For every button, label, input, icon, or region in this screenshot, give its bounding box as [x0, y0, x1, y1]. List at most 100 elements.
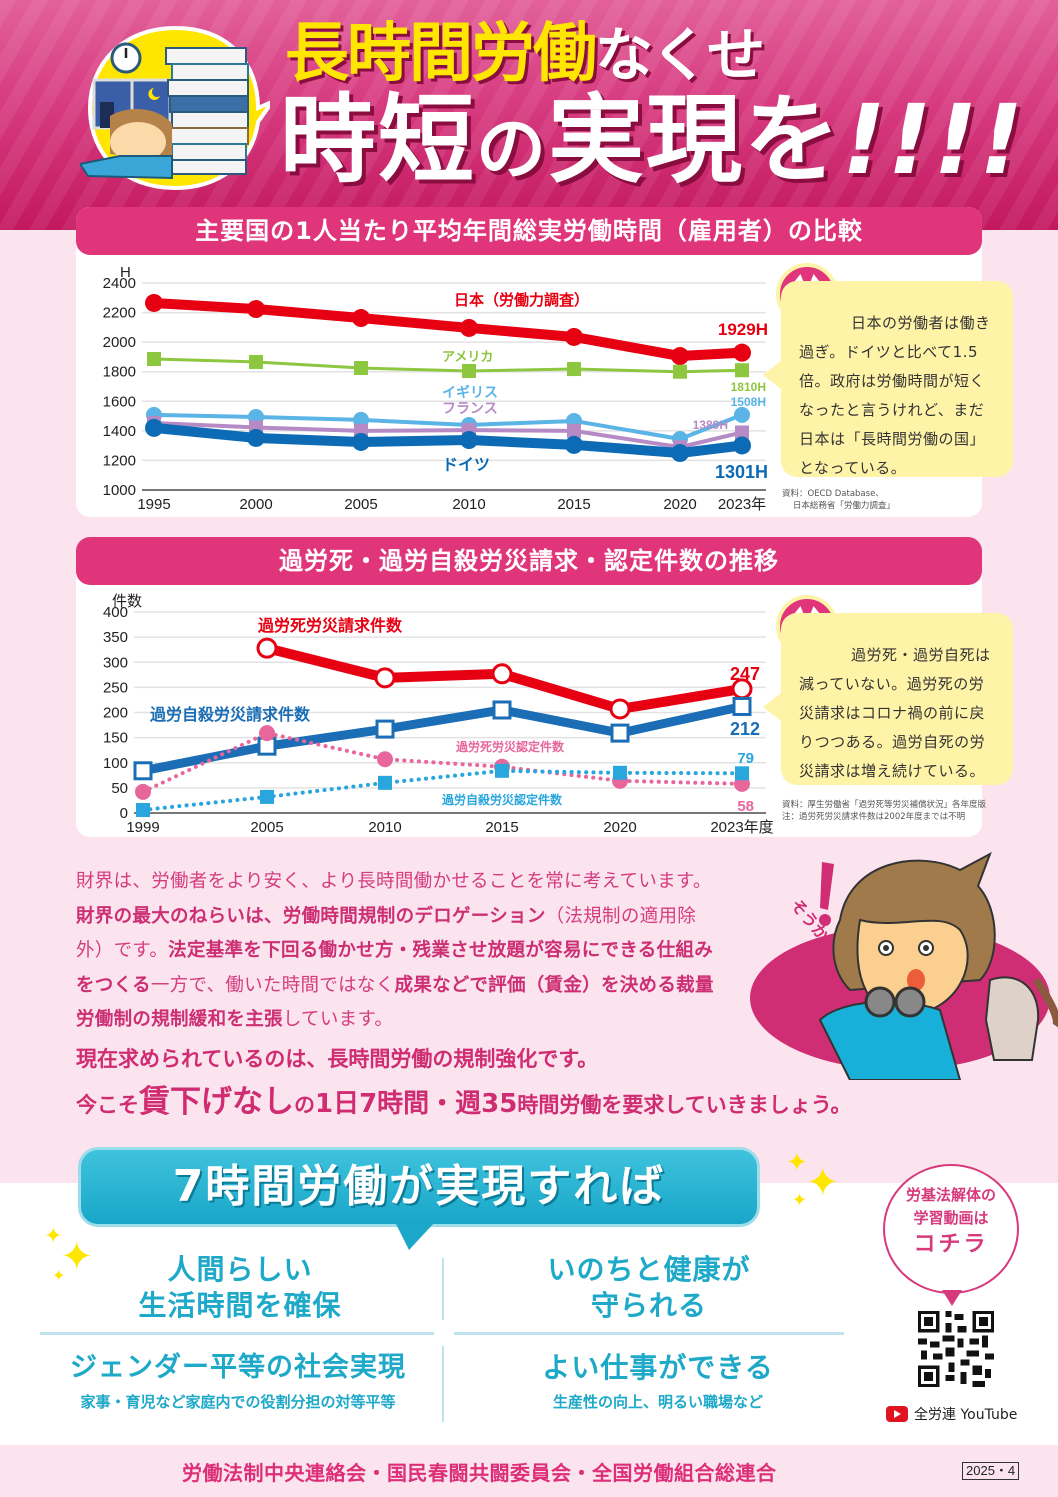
data-point [375, 719, 395, 739]
data-point [734, 406, 750, 423]
end-value-label: 247 [730, 664, 760, 684]
y-tick-label: 0 [120, 805, 128, 822]
data-point [462, 363, 476, 378]
divider-horizontal [454, 1332, 844, 1335]
footer [0, 1445, 1058, 1497]
data-point [374, 667, 396, 689]
data-point [147, 351, 161, 366]
data-point [671, 347, 689, 366]
data-point [378, 775, 392, 790]
divider-horizontal [40, 1332, 434, 1335]
y-tick-label: 1400 [103, 423, 136, 440]
divider-vertical [442, 1258, 444, 1320]
x-tick-label: 2015 [557, 496, 590, 513]
data-point [145, 418, 163, 437]
end-value-label: 1810H [731, 380, 766, 394]
header-banner: 長時間労働なくせ 時短の実現を!!!! [0, 0, 1058, 230]
video-callout: 労基法解体の 学習動画は コチラ [883, 1164, 1019, 1294]
working-hours-heading: 主要国の1人当たり平均年間総実労働時間（雇用者）の比較 [76, 207, 982, 255]
book-stack [165, 47, 249, 175]
sparkle-icon: ✦ [52, 1266, 66, 1285]
youtube-link[interactable]: 全労連 YouTube [886, 1404, 1017, 1424]
x-tick-label: 2020 [603, 819, 636, 836]
data-point [491, 663, 513, 685]
benefit-good-work: よい仕事ができる 生産性の向上、明るい職場など [542, 1351, 774, 1411]
benefit-gender-equality: ジェンダー平等の社会実現 家事・育児など家庭内での役割分担の対等平等 [70, 1352, 406, 1411]
x-tick-label: 1995 [137, 496, 170, 513]
x-tick-label: 2023年 [718, 496, 766, 513]
karoshi-section: 過労死・過労自殺労災請求・認定件数の推移 件数 0 50 100 150 200 250 30… [76, 537, 1013, 837]
benefit-health: いのちと健康が 守られる [547, 1253, 751, 1322]
data-point [735, 766, 749, 781]
series-label: 過労死労災請求件数 [257, 616, 403, 635]
publication-date: 2025・4 [962, 1462, 1020, 1480]
series-line [149, 297, 747, 362]
series-label: 過労自殺労災認定件数 [441, 792, 563, 807]
data-point [733, 343, 751, 362]
series-line [141, 768, 744, 812]
data-point [460, 431, 478, 450]
binoculars-girl-illustration: そうか [750, 851, 1058, 1080]
callout-tail [942, 1290, 962, 1306]
sparkle-icon: ✦ [44, 1224, 63, 1249]
data-point [565, 435, 583, 454]
series-label: 過労自殺労災請求件数 [149, 705, 311, 724]
sparkle-icon: ✦ [806, 1160, 840, 1206]
y-tick-label: 2200 [103, 305, 136, 322]
data-point [135, 783, 151, 800]
footer-organizations: 労働法制中央連絡会・国民春闘共闘委員会・全国労働組合総連合 [182, 1461, 777, 1485]
y-tick-label: 200 [103, 705, 128, 722]
binoculars-icon [864, 986, 896, 1018]
data-point [609, 698, 631, 720]
end-value-label: 79 [737, 750, 754, 767]
y-tick-label: 1000 [103, 482, 136, 499]
karoshi-chart: 件数 0 50 100 150 200 250 300 350 400 1999 2005 2010 20… [103, 593, 774, 836]
data-point [259, 725, 275, 742]
end-value-label: 1301H [715, 462, 768, 482]
data-point [733, 436, 751, 455]
dog-mascot [984, 976, 1040, 1061]
overworked-worker-illustration [80, 25, 270, 191]
y-tick-label: 400 [103, 604, 128, 621]
x-tick-label: 2010 [452, 496, 485, 513]
demand-line-1: 現在求められているのは、長時間労働の規制強化です。 [76, 1047, 599, 1071]
sparkle-icon: ✦ [786, 1148, 808, 1178]
series-label: 過労死労災認定件数 [455, 739, 565, 754]
end-value-label: 212 [730, 719, 760, 739]
divider-vertical [442, 1346, 444, 1422]
y-tick-label: 100 [103, 755, 128, 772]
y-tick-label: 1800 [103, 364, 136, 381]
working-hours-source: 資料：OECD Database、 日本総務省「労働力調査」 [782, 489, 895, 511]
data-point [735, 425, 749, 440]
end-value-label: 1508H [731, 395, 766, 409]
data-point [249, 354, 263, 369]
body-paragraph: 財界は、労働者をより安く、より長時間働かせることを常に考えています。財界の最大の… [76, 871, 714, 1030]
y-tick-label: 2000 [103, 334, 136, 351]
data-point [735, 363, 749, 378]
data-point [354, 361, 368, 376]
karoshi-heading: 過労死・過労自殺労災請求・認定件数の推移 [76, 537, 982, 585]
series-label: 日本（労働力調査） [454, 291, 589, 309]
banner-tail [395, 1222, 435, 1250]
data-point [492, 700, 512, 720]
x-tick-label: 2015 [485, 819, 518, 836]
data-point [495, 763, 509, 778]
exclamation-icon [820, 862, 834, 910]
x-tick-label: 2005 [344, 496, 377, 513]
working-hours-comment: 日本の労働者は働き過ぎ。ドイツと比べて1.5倍。政府は労働時間が短くなったと言う… [763, 281, 1013, 477]
data-point [247, 300, 265, 319]
youtube-icon [886, 1406, 908, 1422]
x-tick-label: 2010 [368, 819, 401, 836]
series-label: フランス [442, 401, 498, 417]
data-point [377, 751, 393, 768]
data-point [673, 364, 687, 379]
data-point [145, 293, 163, 312]
data-point [460, 318, 478, 337]
series-label: ドイツ [442, 455, 490, 474]
y-axis-unit: H [120, 264, 131, 281]
x-tick-label: 2020 [663, 496, 696, 513]
title-line-2: 時短の実現を!!!! [280, 84, 1026, 196]
y-tick-label: 2400 [103, 275, 136, 292]
qr-code[interactable] [918, 1311, 994, 1387]
data-point [610, 723, 630, 743]
